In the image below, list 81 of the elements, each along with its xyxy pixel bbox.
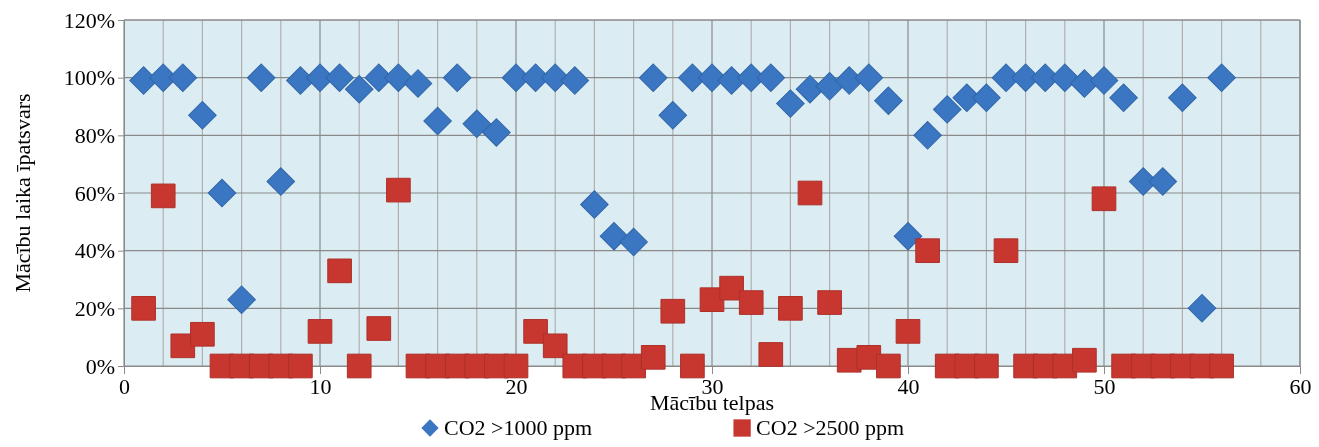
point	[560, 66, 590, 95]
legend-label: CO2 >2500 ppm	[756, 415, 905, 440]
point	[150, 183, 176, 209]
point	[932, 95, 962, 124]
point	[503, 353, 529, 379]
y-tick-label: 120%	[63, 7, 115, 33]
point	[1209, 353, 1234, 379]
point	[168, 63, 198, 92]
point	[993, 238, 1019, 263]
point	[188, 100, 217, 130]
point	[542, 333, 568, 359]
y-tick-label: 60%	[74, 180, 115, 206]
point	[327, 258, 352, 284]
point	[482, 118, 511, 147]
point	[346, 353, 372, 379]
point	[638, 63, 668, 92]
point	[307, 319, 333, 344]
point	[893, 221, 923, 251]
point	[599, 221, 629, 251]
point	[1072, 347, 1097, 373]
point	[915, 238, 940, 263]
point	[1091, 186, 1117, 212]
point	[344, 74, 374, 104]
point	[386, 177, 411, 203]
point	[778, 296, 803, 321]
point	[288, 353, 313, 379]
point	[580, 190, 609, 219]
point	[366, 316, 392, 341]
point	[523, 319, 548, 344]
x-tick-label: 0	[119, 373, 130, 399]
point	[325, 63, 354, 92]
point	[1050, 63, 1080, 92]
point	[619, 227, 648, 257]
point	[1187, 294, 1217, 323]
point	[207, 178, 237, 208]
point	[246, 63, 276, 92]
x-tick-label: 10	[309, 373, 332, 399]
point	[442, 63, 472, 92]
y-tick-label: 0%	[85, 353, 115, 379]
point	[1109, 83, 1138, 113]
point	[874, 86, 903, 116]
point	[815, 72, 844, 101]
y-tick-label: 40%	[74, 238, 115, 264]
point	[423, 106, 452, 136]
y-axis-title: Mācību laika īpatsvars	[10, 93, 35, 293]
y-tick-label: 100%	[63, 65, 115, 91]
point	[640, 345, 666, 370]
legend-label: CO2 >1000 ppm	[444, 415, 593, 440]
point	[974, 353, 999, 379]
point	[758, 342, 784, 367]
point	[1168, 83, 1197, 113]
point	[658, 100, 688, 130]
point	[1089, 66, 1119, 95]
point	[190, 321, 215, 347]
point	[266, 167, 296, 196]
point	[738, 290, 764, 315]
point	[660, 298, 686, 324]
point	[719, 275, 744, 301]
x-tick-label: 40	[897, 373, 920, 399]
x-tick-label: 50	[1093, 373, 1116, 399]
point	[680, 353, 705, 379]
point	[403, 69, 433, 98]
x-tick-label: 20	[505, 373, 528, 399]
point	[384, 63, 413, 92]
point	[895, 319, 921, 344]
point	[797, 180, 823, 206]
point	[876, 353, 901, 379]
point	[972, 83, 1001, 113]
point	[462, 109, 492, 139]
point	[1148, 167, 1178, 196]
x-tick-label: 60	[1289, 373, 1312, 399]
point	[756, 63, 786, 92]
y-tick-label: 20%	[74, 295, 115, 321]
point	[913, 121, 942, 150]
y-tick-label: 80%	[74, 122, 115, 148]
point	[776, 89, 805, 118]
point	[131, 296, 156, 321]
point	[227, 285, 256, 314]
point	[854, 63, 884, 92]
point	[1207, 63, 1236, 92]
point	[817, 290, 842, 315]
